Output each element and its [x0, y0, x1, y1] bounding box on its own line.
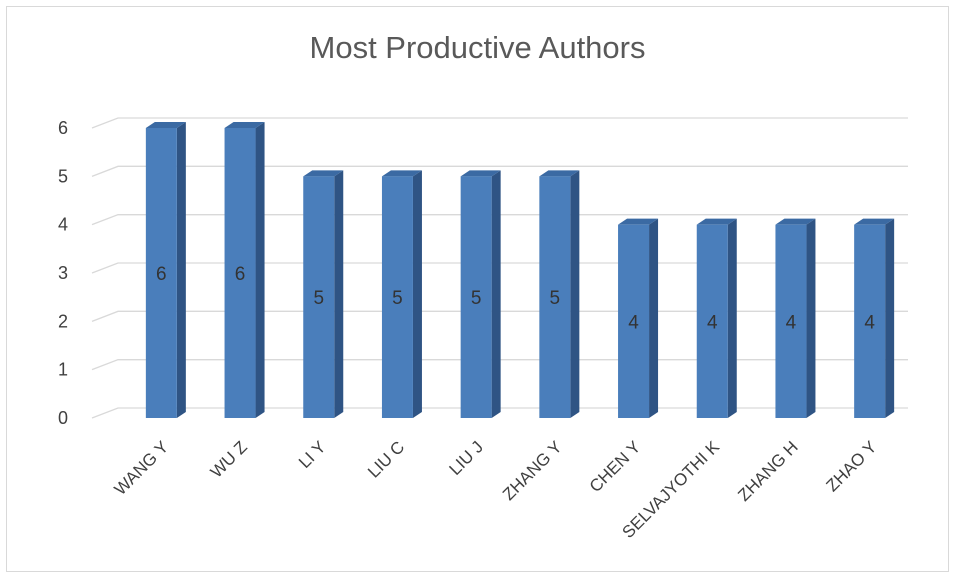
bar-front [539, 176, 571, 418]
y-tick-label: 6 [58, 118, 68, 138]
bar-top [145, 122, 186, 128]
bar [696, 218, 737, 418]
bar-side [806, 218, 816, 418]
bar-side [334, 170, 344, 418]
bar-front [696, 224, 728, 418]
bar-front [460, 176, 492, 418]
bar-top [460, 170, 501, 177]
bar-top [696, 218, 737, 225]
bar [854, 218, 895, 418]
bar-front [224, 128, 256, 418]
bar [775, 218, 816, 418]
x-axis-labels: WANG Y WU Z LI Y LIU C LIU J ZHANG Y CHEN YSEL… [111, 437, 881, 542]
data-label: 4 [864, 312, 875, 333]
bar-top [618, 218, 659, 225]
data-label: 5 [471, 288, 482, 309]
bar-front [854, 224, 886, 418]
bar-front [145, 128, 177, 418]
data-label: 5 [392, 288, 403, 309]
y-tick-label: 4 [58, 215, 68, 235]
bar-top [381, 170, 422, 177]
bar [145, 122, 186, 418]
data-label: 5 [313, 288, 324, 309]
data-label: 4 [628, 312, 639, 333]
x-tick-label: ZHANG H [734, 437, 802, 505]
bar-front [303, 176, 335, 418]
bar-front [618, 224, 650, 418]
bar-top [303, 170, 344, 177]
bar-top [775, 218, 816, 225]
x-tick-label: LIU J [445, 437, 486, 478]
y-tick-label: 5 [58, 166, 68, 186]
bar-front [775, 224, 807, 418]
y-tick-label: 2 [58, 311, 68, 331]
bar-side [491, 170, 501, 418]
bar [618, 218, 659, 418]
chart-title: Most Productive Authors [309, 30, 646, 65]
gridline [91, 117, 908, 129]
data-label: 6 [156, 264, 167, 285]
bar-top [854, 218, 895, 225]
x-tick-label: ZHANG Y [499, 437, 566, 504]
x-tick-label: WU Z [207, 437, 251, 481]
bar [539, 170, 580, 418]
data-label: 6 [235, 264, 246, 285]
data-label: 5 [550, 288, 561, 309]
y-tick-label: 1 [58, 360, 68, 380]
bar-side [570, 170, 580, 418]
bar-side [176, 122, 186, 418]
bar-side [412, 170, 422, 418]
bar [381, 170, 422, 418]
gridline [91, 214, 908, 226]
bar-side [649, 218, 659, 418]
bar-front [381, 176, 413, 418]
bars [145, 122, 895, 418]
bar-top [539, 170, 580, 177]
data-label: 4 [786, 312, 797, 333]
data-label: 4 [707, 312, 718, 333]
bar-side [885, 218, 895, 418]
x-tick-label: ZHAO Y [823, 437, 881, 495]
bar-side [727, 218, 737, 418]
bar-side [255, 122, 265, 418]
x-tick-label: LIU C [364, 437, 408, 481]
y-tick-label: 0 [58, 408, 68, 428]
bar [303, 170, 344, 418]
data-labels: 6 6 5 5 5 5 4 4 4 4 [156, 264, 875, 333]
y-axis-ticks: 0 1 2 3 4 5 6 [58, 118, 68, 428]
y-tick-label: 3 [58, 263, 68, 283]
bar [460, 170, 501, 418]
x-tick-label: WANG Y [111, 437, 173, 499]
x-tick-label: LI Y [295, 437, 330, 472]
bar [224, 122, 265, 418]
x-tick-label: CHEN Y [586, 437, 645, 496]
gridline [91, 165, 908, 177]
bar-top [224, 122, 265, 128]
